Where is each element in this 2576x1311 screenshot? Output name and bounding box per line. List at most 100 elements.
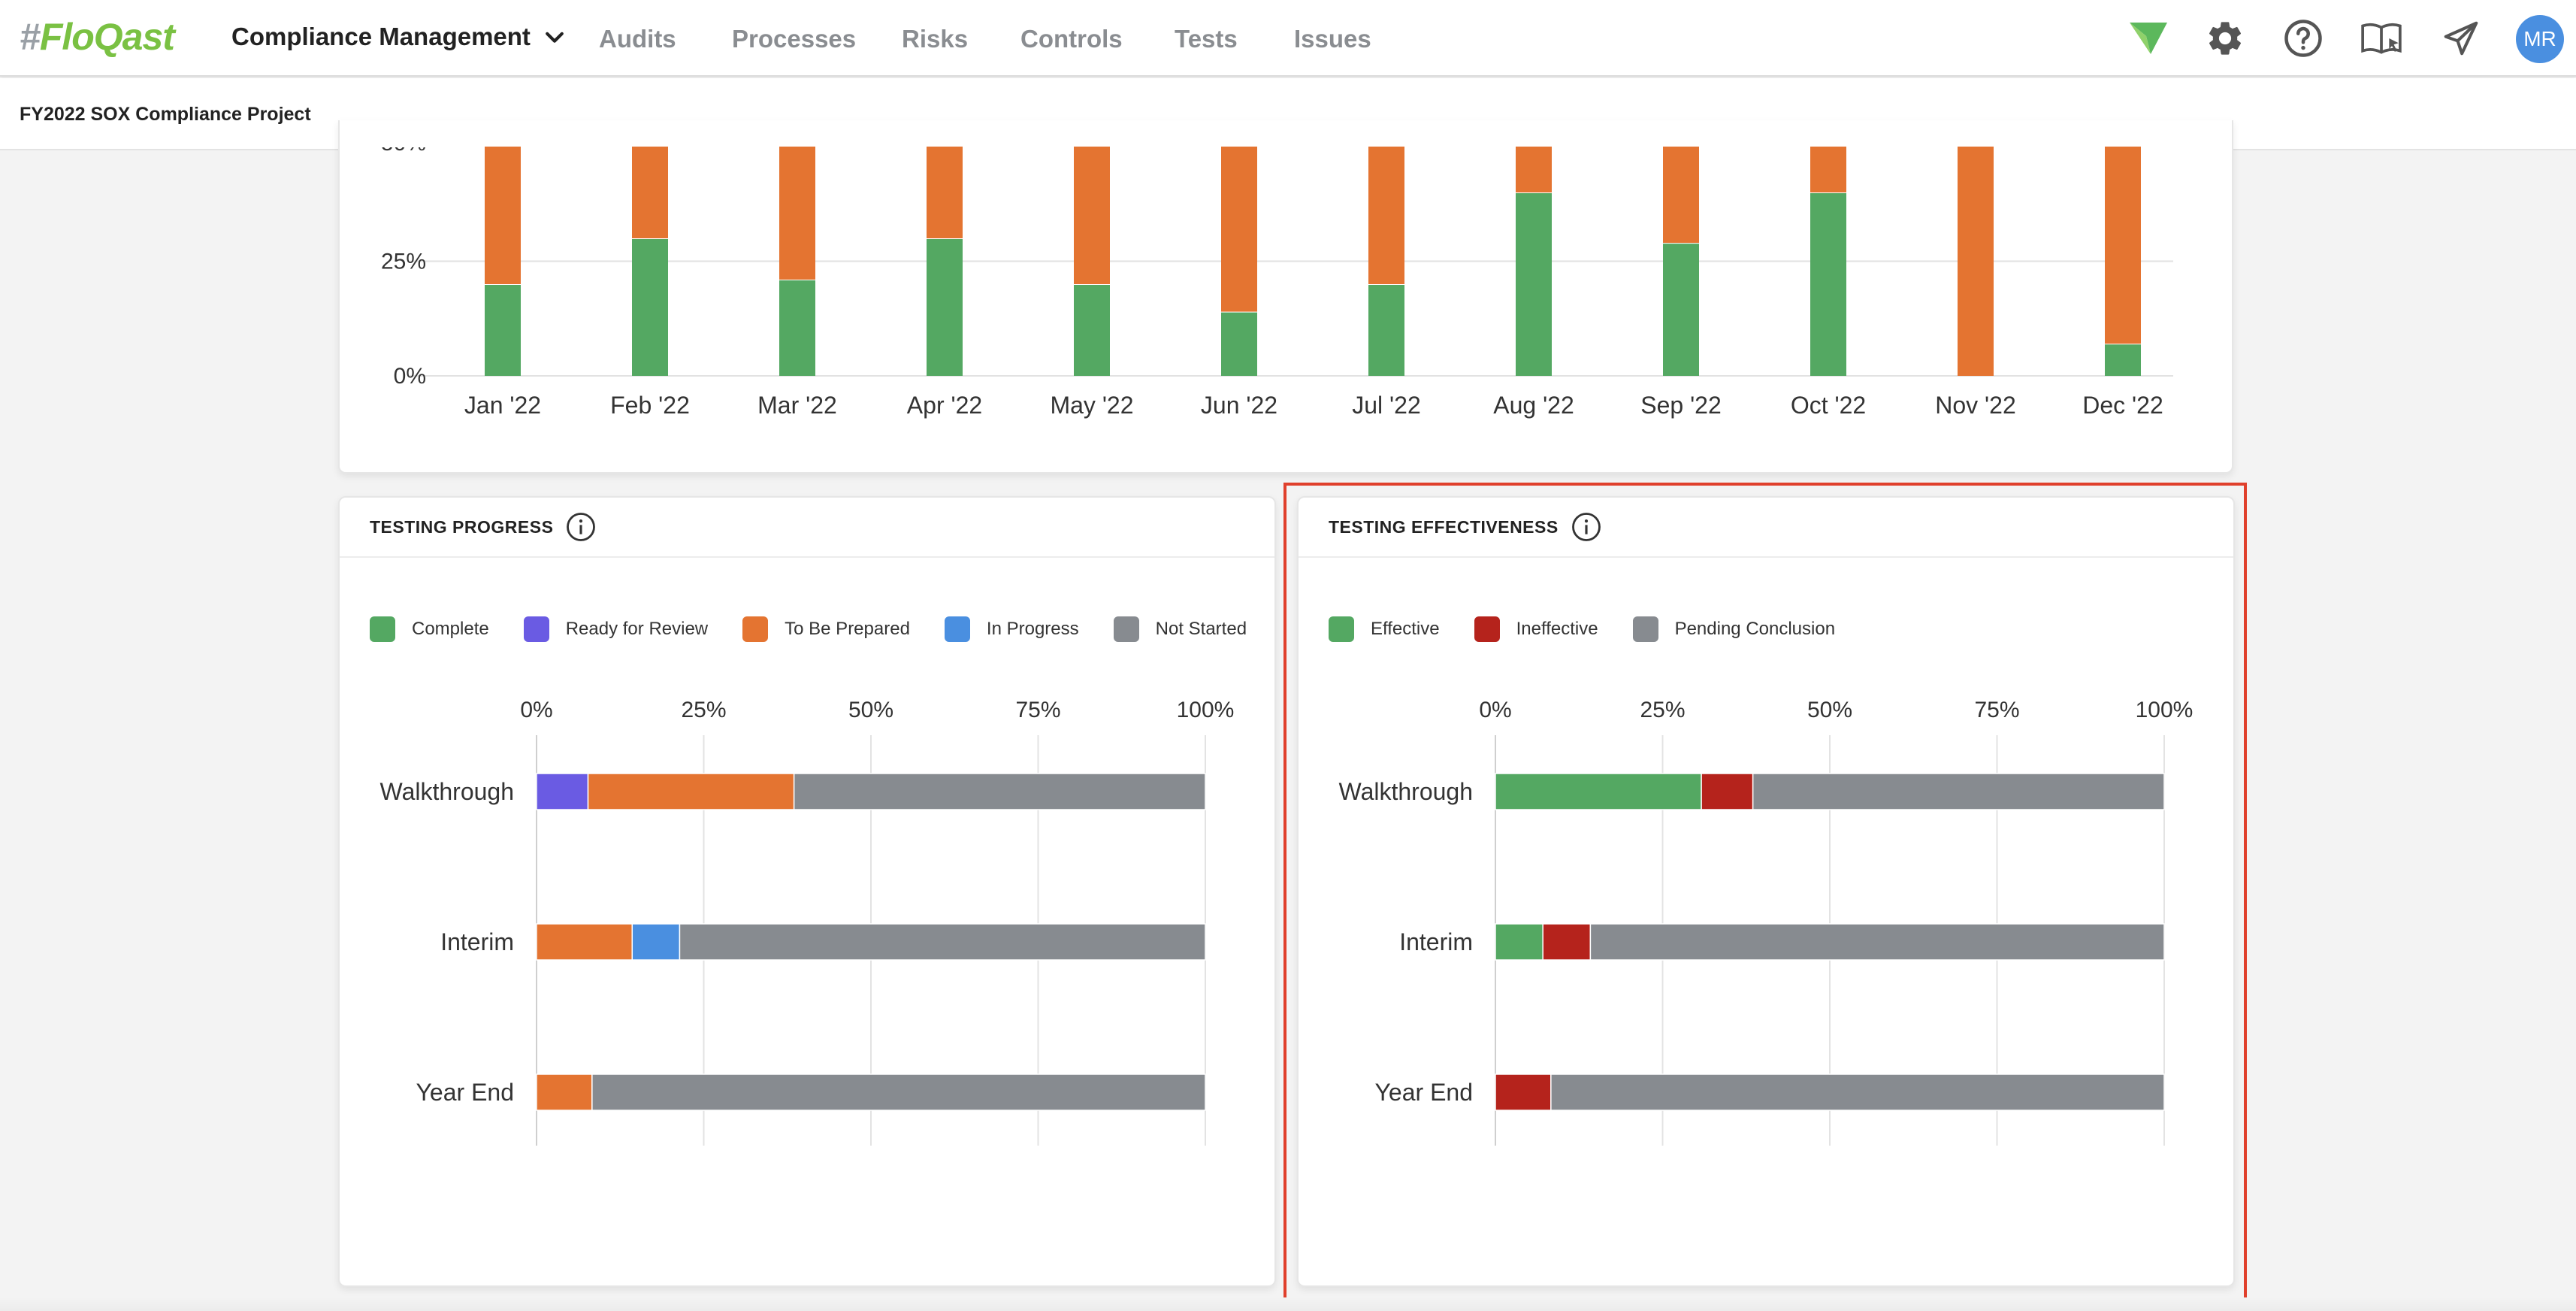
bar-pending-conclusion bbox=[1589, 923, 2165, 961]
send-icon[interactable] bbox=[2439, 17, 2483, 60]
top-navigation: #FloQast Compliance Management Audits Pr… bbox=[0, 0, 2576, 77]
x-tick-label: 75% bbox=[1015, 698, 1060, 722]
y-tick-label: 0% bbox=[394, 364, 426, 389]
x-tick-label: 50% bbox=[848, 698, 893, 722]
highlight-frame bbox=[1283, 483, 2247, 1300]
module-dropdown[interactable]: Compliance Management bbox=[231, 23, 565, 51]
legend-ineffective[interactable]: Ineffective bbox=[1474, 616, 1598, 642]
legend-label: Ineffective bbox=[1516, 619, 1598, 639]
x-tick-label: 25% bbox=[1640, 698, 1685, 722]
bar-to-be-prepared bbox=[1958, 147, 1994, 376]
monthly-chart: 0% 25% Jan '22 Feb '22 Mar '22 Apr '22 May '22… bbox=[381, 120, 2173, 419]
bar-complete bbox=[485, 284, 521, 376]
chevron-down-icon bbox=[546, 32, 564, 43]
bar-to-be-prepared bbox=[1663, 147, 1699, 244]
nav-link-controls[interactable]: Controls bbox=[1020, 25, 1123, 53]
testing-progress-chart: 0% 25% 50% 75% 100% Walkthrough Interim Year En… bbox=[380, 698, 1234, 1146]
testing-progress-legend: Complete Ready for Review To Be Prepared… bbox=[370, 616, 1247, 642]
bar-to-be-prepared bbox=[1368, 147, 1404, 284]
legend-label: Pending Conclusion bbox=[1674, 619, 1836, 639]
legend-effective[interactable]: Effective bbox=[1329, 616, 1440, 642]
legend-not-started[interactable]: Not Started bbox=[1113, 616, 1247, 642]
bar-ineffective bbox=[1495, 1073, 1552, 1111]
bar-complete bbox=[927, 238, 963, 376]
x-tick-label: 100% bbox=[2136, 698, 2194, 722]
x-tick-label: Oct '22 bbox=[1791, 392, 1866, 419]
x-tick-label: Mar '22 bbox=[757, 392, 837, 419]
legend-label: Not Started bbox=[1155, 619, 1247, 639]
legend-label: Ready for Review bbox=[565, 619, 709, 639]
nav-link-risks[interactable]: Risks bbox=[902, 25, 969, 53]
bar-to-be-prepared bbox=[632, 147, 668, 238]
bar-complete bbox=[1368, 284, 1404, 376]
legend-swatch bbox=[523, 616, 549, 642]
floqast-flag-icon[interactable] bbox=[2127, 17, 2170, 60]
bar-pending-conclusion bbox=[1752, 773, 2165, 810]
bar-complete bbox=[1074, 284, 1110, 376]
x-tick-label: 25% bbox=[681, 698, 726, 722]
y-tick-label: 50% bbox=[381, 131, 426, 156]
row-label: Year End bbox=[1375, 1079, 1473, 1106]
bar-complete bbox=[1516, 192, 1552, 376]
book-icon[interactable] bbox=[2360, 17, 2403, 60]
floqast-logo[interactable]: #FloQast bbox=[20, 16, 175, 58]
legend-swatch bbox=[1113, 616, 1139, 642]
x-tick-label: Apr '22 bbox=[907, 392, 982, 419]
bar-to-be-prepared bbox=[587, 773, 795, 810]
legend-ready-for-review[interactable]: Ready for Review bbox=[523, 616, 709, 642]
testing-effectiveness-card: TESTING EFFECTIVENESS bbox=[1297, 496, 2235, 1287]
nav-link-audits[interactable]: Audits bbox=[599, 25, 676, 53]
page-bottom bbox=[0, 1297, 2576, 1311]
row-label: Interim bbox=[1399, 928, 1473, 955]
bar-not-started bbox=[679, 923, 1206, 961]
x-tick-label: Jul '22 bbox=[1352, 392, 1421, 419]
user-avatar[interactable]: MR bbox=[2516, 15, 2564, 63]
row-label: Walkthrough bbox=[1339, 778, 1473, 805]
x-tick-label: Feb '22 bbox=[610, 392, 690, 419]
y-tick-label: 25% bbox=[381, 250, 426, 274]
x-tick-label: Jan '22 bbox=[464, 392, 541, 419]
x-tick-label: Nov '22 bbox=[1935, 392, 2016, 419]
bar-complete bbox=[2105, 344, 2141, 376]
nav-link-issues[interactable]: Issues bbox=[1294, 25, 1371, 53]
bar-complete bbox=[779, 279, 815, 376]
legend-swatch bbox=[1474, 616, 1500, 642]
bar-effective bbox=[1495, 923, 1543, 961]
x-tick-label: 0% bbox=[520, 698, 552, 722]
nav-link-processes[interactable]: Processes bbox=[732, 25, 857, 53]
x-tick-label: 75% bbox=[1974, 698, 2019, 722]
legend-in-progress[interactable]: In Progress bbox=[944, 616, 1079, 642]
info-icon[interactable] bbox=[565, 511, 597, 543]
gear-icon[interactable] bbox=[2203, 17, 2247, 60]
bar-ineffective bbox=[1701, 773, 1754, 810]
bar-in-progress bbox=[631, 923, 681, 961]
legend-label: Complete bbox=[412, 619, 489, 639]
x-tick-label: 50% bbox=[1807, 698, 1852, 722]
testing-effectiveness-chart: 0% 25% 50% 75% 100% Walkthrough Interim Year En… bbox=[1339, 698, 2194, 1146]
testing-progress-header: TESTING PROGRESS bbox=[340, 498, 1274, 558]
bar-not-started bbox=[793, 773, 1206, 810]
testing-effectiveness-title: TESTING EFFECTIVENESS bbox=[1329, 516, 1559, 537]
legend-pending-conclusion[interactable]: Pending Conclusion bbox=[1632, 616, 1836, 642]
bar-complete bbox=[1663, 243, 1699, 376]
legend-to-be-prepared[interactable]: To Be Prepared bbox=[742, 616, 910, 642]
help-icon[interactable] bbox=[2281, 17, 2325, 60]
project-title: FY2022 SOX Compliance Project bbox=[20, 104, 311, 125]
bar-pending-conclusion bbox=[1550, 1073, 2165, 1111]
legend-swatch bbox=[370, 616, 395, 642]
legend-swatch bbox=[944, 616, 970, 642]
module-label: Compliance Management bbox=[231, 23, 531, 50]
bar-to-be-prepared bbox=[1074, 147, 1110, 284]
row-label: Year End bbox=[416, 1079, 514, 1106]
testing-progress-title: TESTING PROGRESS bbox=[370, 516, 554, 537]
bar-ineffective bbox=[1542, 923, 1592, 961]
legend-complete[interactable]: Complete bbox=[370, 616, 489, 642]
nav-link-tests[interactable]: Tests bbox=[1175, 25, 1238, 53]
legend-swatch bbox=[742, 616, 769, 642]
bar-complete bbox=[1221, 311, 1257, 376]
bar-complete bbox=[632, 238, 668, 376]
testing-effectiveness-legend: Effective Ineffective Pending Conclusion bbox=[1329, 616, 1870, 642]
bar-to-be-prepared bbox=[927, 147, 963, 238]
x-tick-label: Aug '22 bbox=[1493, 392, 1574, 419]
info-icon[interactable] bbox=[1571, 511, 1602, 543]
